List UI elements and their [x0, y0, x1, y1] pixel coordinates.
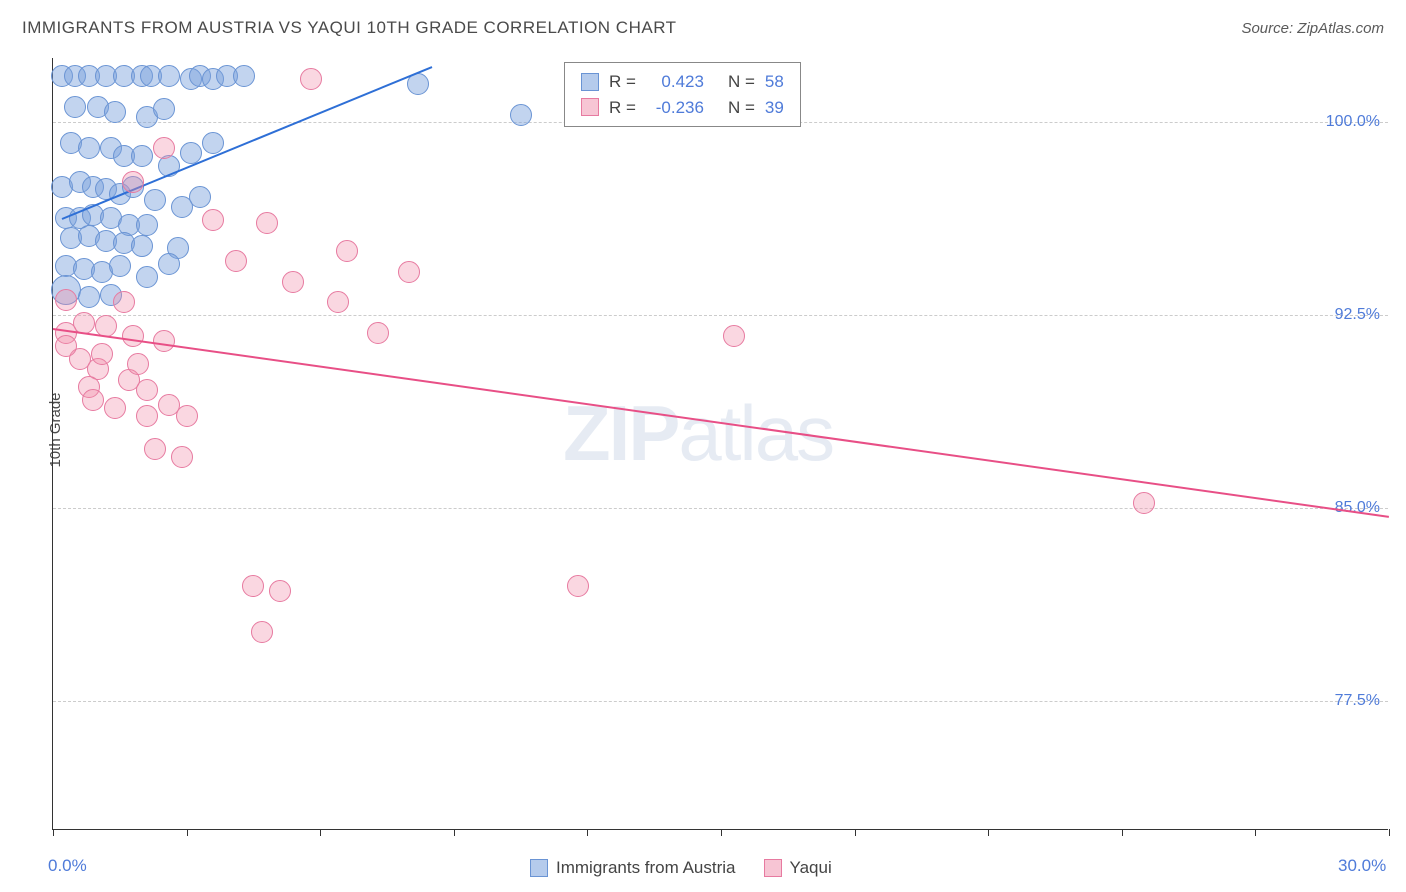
- legend-row: R = -0.236 N = 39: [581, 95, 784, 121]
- data-point: [136, 214, 158, 236]
- chart-title: IMMIGRANTS FROM AUSTRIA VS YAQUI 10TH GR…: [22, 18, 677, 38]
- legend-row: R = 0.423 N = 58: [581, 69, 784, 95]
- r-label: R =: [609, 95, 636, 121]
- n-label: N =: [728, 95, 755, 121]
- data-point: [55, 289, 77, 311]
- data-point: [202, 209, 224, 231]
- data-point: [144, 438, 166, 460]
- series-legend: Immigrants from Austria Yaqui: [530, 858, 832, 878]
- data-point: [269, 580, 291, 602]
- data-point: [153, 98, 175, 120]
- data-point: [176, 405, 198, 427]
- n-label: N =: [728, 69, 755, 95]
- data-point: [1133, 492, 1155, 514]
- data-point: [171, 446, 193, 468]
- data-point: [225, 250, 247, 272]
- legend-swatch: [530, 859, 548, 877]
- data-point: [144, 189, 166, 211]
- data-point: [136, 266, 158, 288]
- data-point: [282, 271, 304, 293]
- data-point: [153, 137, 175, 159]
- y-tick-label: 100.0%: [1326, 113, 1380, 131]
- x-tick: [587, 829, 588, 836]
- legend-swatch: [581, 73, 599, 91]
- chart-header: IMMIGRANTS FROM AUSTRIA VS YAQUI 10TH GR…: [22, 18, 1384, 38]
- x-tick: [988, 829, 989, 836]
- data-point: [82, 389, 104, 411]
- data-point: [122, 171, 144, 193]
- data-point: [78, 137, 100, 159]
- data-point: [122, 325, 144, 347]
- data-point: [256, 212, 278, 234]
- trend-line: [53, 328, 1389, 518]
- legend-item: Immigrants from Austria: [530, 858, 736, 878]
- gridline: [53, 315, 1388, 316]
- data-point: [723, 325, 745, 347]
- n-value: 39: [765, 95, 784, 121]
- legend-swatch: [764, 859, 782, 877]
- data-point: [189, 186, 211, 208]
- gridline: [53, 508, 1388, 509]
- watermark-atlas: atlas: [678, 389, 833, 477]
- n-value: 58: [765, 69, 784, 95]
- data-point: [153, 330, 175, 352]
- data-point: [109, 255, 131, 277]
- data-point: [202, 132, 224, 154]
- x-tick: [53, 829, 54, 836]
- r-value: 0.423: [646, 69, 704, 95]
- data-point: [131, 145, 153, 167]
- legend-item: Yaqui: [764, 858, 832, 878]
- y-tick-label: 77.5%: [1335, 692, 1380, 710]
- x-tick: [1255, 829, 1256, 836]
- data-point: [327, 291, 349, 313]
- y-tick-label: 92.5%: [1335, 306, 1380, 324]
- x-tick: [855, 829, 856, 836]
- data-point: [367, 322, 389, 344]
- legend-swatch: [581, 98, 599, 116]
- scatter-plot: ZIPatlas 77.5%85.0%92.5%100.0%: [52, 58, 1388, 830]
- x-tick: [454, 829, 455, 836]
- data-point: [510, 104, 532, 126]
- correlation-legend: R = 0.423 N = 58 R = -0.236 N = 39: [564, 62, 801, 127]
- data-point: [300, 68, 322, 90]
- data-point: [55, 335, 77, 357]
- data-point: [567, 575, 589, 597]
- data-point: [104, 397, 126, 419]
- data-point: [158, 253, 180, 275]
- r-value: -0.236: [646, 95, 704, 121]
- data-point: [158, 65, 180, 87]
- data-point: [398, 261, 420, 283]
- data-point: [336, 240, 358, 262]
- data-point: [136, 405, 158, 427]
- data-point: [64, 96, 86, 118]
- data-point: [136, 379, 158, 401]
- data-point: [104, 101, 126, 123]
- data-point: [242, 575, 264, 597]
- x-tick: [320, 829, 321, 836]
- legend-label: Yaqui: [790, 858, 832, 878]
- data-point: [251, 621, 273, 643]
- legend-label: Immigrants from Austria: [556, 858, 736, 878]
- data-point: [113, 291, 135, 313]
- r-label: R =: [609, 69, 636, 95]
- x-tick: [1122, 829, 1123, 836]
- x-tick: [721, 829, 722, 836]
- chart-source: Source: ZipAtlas.com: [1241, 20, 1384, 37]
- x-axis-min-label: 0.0%: [48, 856, 87, 876]
- data-point: [131, 235, 153, 257]
- gridline: [53, 701, 1388, 702]
- data-point: [91, 343, 113, 365]
- data-point: [127, 353, 149, 375]
- data-point: [95, 315, 117, 337]
- data-point: [78, 286, 100, 308]
- x-tick: [1389, 829, 1390, 836]
- data-point: [233, 65, 255, 87]
- x-tick: [187, 829, 188, 836]
- x-axis-max-label: 30.0%: [1338, 856, 1386, 876]
